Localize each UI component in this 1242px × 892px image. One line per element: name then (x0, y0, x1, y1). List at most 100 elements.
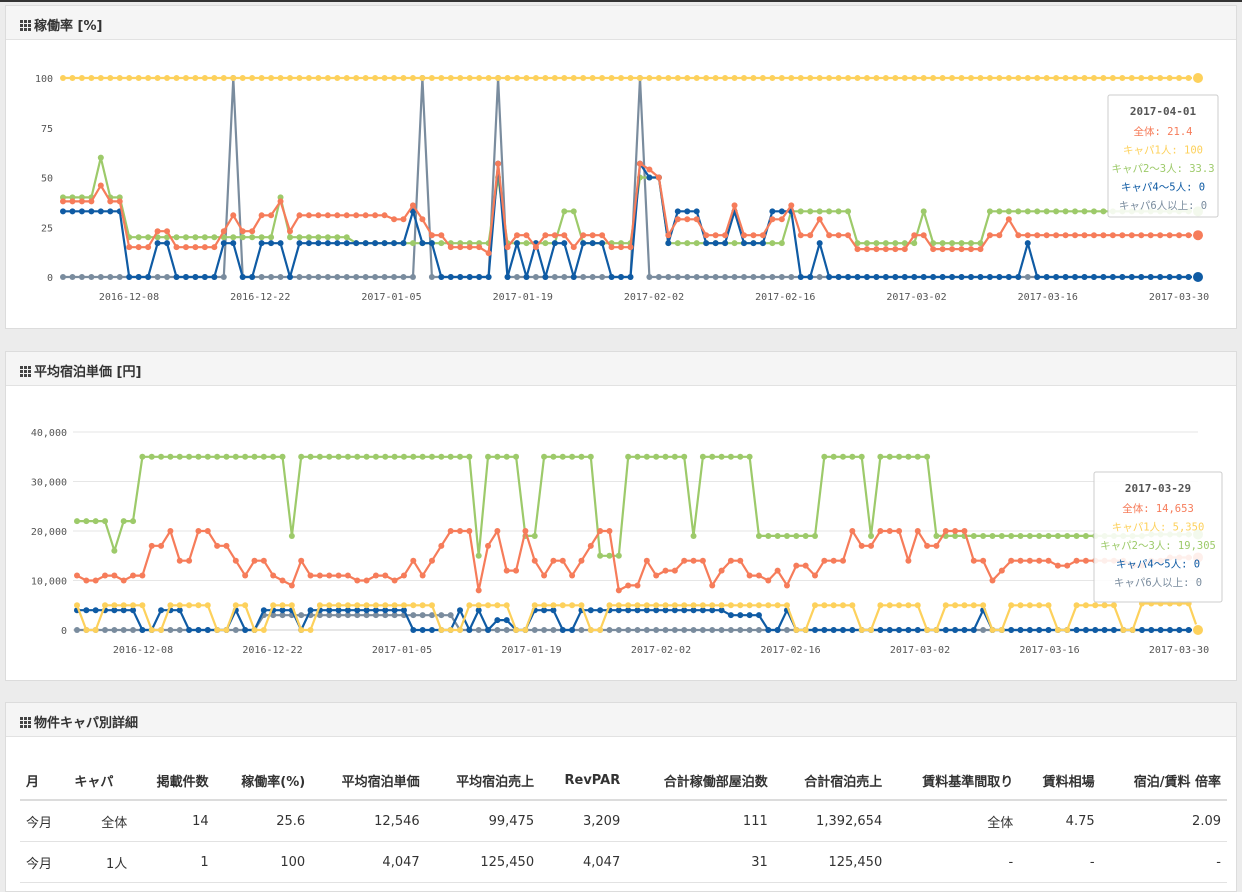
data-point-cap6plus (514, 274, 520, 280)
data-point-all (665, 232, 672, 239)
x-tick-label: 2017-03-02 (890, 645, 950, 656)
data-point-cap2-3 (83, 518, 90, 525)
data-point-cap6plus (503, 627, 510, 633)
data-point-all (914, 528, 921, 534)
data-point-cap1 (746, 602, 753, 609)
data-point-cap4-5 (1128, 274, 1135, 280)
data-point-cap2-3 (882, 240, 889, 247)
data-point-cap2-3 (354, 453, 361, 460)
data-point-all (315, 212, 322, 219)
x-tick-label: 2017-02-16 (755, 292, 815, 303)
data-point-cap2-3 (363, 453, 370, 460)
data-point-cap1 (372, 602, 379, 609)
table-cell: 1 (133, 841, 215, 883)
data-point-cap4-5 (503, 617, 510, 624)
data-point-cap1 (476, 75, 483, 81)
data-point-cap1 (523, 75, 530, 81)
data-point-cap6plus (382, 612, 389, 619)
data-point-cap1 (765, 602, 772, 609)
data-point-cap6plus (531, 627, 538, 633)
data-point-cap2-3 (615, 552, 622, 559)
data-point-all (709, 582, 716, 589)
data-point-cap4-5 (1034, 274, 1041, 280)
data-point-cap1 (980, 602, 987, 609)
data-point-cap1 (759, 75, 766, 81)
data-point-cap4-5 (305, 240, 312, 247)
data-point-cap2-3 (835, 208, 842, 215)
data-point-cap4-5 (968, 274, 974, 280)
occupancy-panel-title: 稼働率 [%] (20, 15, 102, 34)
data-point-cap4-5 (1101, 627, 1108, 633)
data-point-cap1 (74, 602, 80, 609)
data-point-cap1 (419, 602, 426, 609)
data-point-cap4-5 (277, 240, 284, 247)
data-point-cap4-5 (69, 208, 76, 215)
data-point-all (139, 572, 146, 579)
table-cell: 12,546 (311, 800, 426, 842)
table-cell: 今月 (20, 800, 69, 842)
data-point-cap1 (145, 75, 152, 81)
data-point-all (737, 557, 744, 564)
data-point-cap6plus (718, 627, 725, 633)
data-point-cap6plus (727, 627, 734, 633)
data-point-all (599, 232, 606, 239)
data-point-cap4-5 (287, 274, 293, 280)
data-point-cap1 (428, 602, 435, 609)
data-point-cap1 (1008, 602, 1015, 609)
data-point-cap6plus (400, 274, 407, 280)
data-point-cap4-5 (60, 208, 66, 215)
data-point-cap4-5 (334, 240, 341, 247)
data-point-cap4-5 (690, 607, 697, 614)
data-point-cap4-5 (1110, 627, 1117, 633)
data-point-cap6plus (335, 612, 342, 619)
data-point-cap1 (391, 75, 398, 81)
data-point-cap1 (840, 602, 847, 609)
data-point-cap1 (344, 602, 351, 609)
data-point-cap6plus (438, 612, 445, 619)
data-point-cap1 (457, 75, 464, 81)
data-point-cap4-5 (1192, 271, 1204, 283)
data-point-cap2-3 (709, 453, 716, 460)
data-point-cap1 (1073, 602, 1080, 609)
data-point-cap2-3 (769, 240, 776, 247)
data-point-cap2-3 (718, 453, 725, 460)
data-point-all (447, 528, 454, 534)
data-point-cap2-3 (952, 532, 959, 539)
data-point-cap2-3 (977, 240, 984, 247)
x-tick-label: 2016-12-22 (230, 292, 290, 303)
data-point-cap1 (409, 75, 416, 81)
data-point-cap4-5 (92, 607, 99, 614)
data-point-all (615, 587, 622, 594)
data-point-cap1 (674, 75, 681, 81)
data-point-cap1 (863, 75, 870, 81)
data-point-cap4-5 (699, 607, 706, 614)
data-point-all (372, 572, 379, 579)
data-point-cap6plus (662, 627, 669, 633)
data-point-cap1 (920, 75, 927, 81)
data-point-cap2-3 (868, 532, 875, 539)
data-point-cap2-3 (447, 453, 454, 460)
data-point-cap1 (164, 75, 171, 81)
data-point-cap1 (186, 602, 193, 609)
data-point-cap4-5 (195, 627, 202, 633)
data-point-all (78, 198, 85, 205)
data-point-cap1 (400, 602, 407, 609)
data-point-cap2-3 (541, 453, 548, 460)
data-point-cap4-5 (816, 240, 823, 247)
data-point-cap1 (569, 602, 576, 609)
data-point-all (92, 577, 99, 584)
data-point-cap1 (892, 75, 899, 81)
data-point-all (428, 557, 435, 564)
data-point-cap4-5 (835, 274, 842, 280)
data-point-cap2-3 (288, 532, 295, 539)
data-point-cap1 (989, 627, 996, 633)
data-point-cap2-3 (176, 453, 183, 460)
data-point-cap1 (305, 75, 312, 81)
data-point-all (232, 557, 239, 564)
data-point-cap6plus (268, 274, 275, 280)
data-point-cap6plus (681, 627, 688, 633)
data-point-cap4-5 (78, 208, 85, 215)
data-point-cap4-5 (164, 240, 171, 247)
table-row: 今月 1人 1 100 4,047 125,450 4,047 31 125,4… (20, 841, 1227, 883)
data-point-cap1 (901, 75, 908, 81)
